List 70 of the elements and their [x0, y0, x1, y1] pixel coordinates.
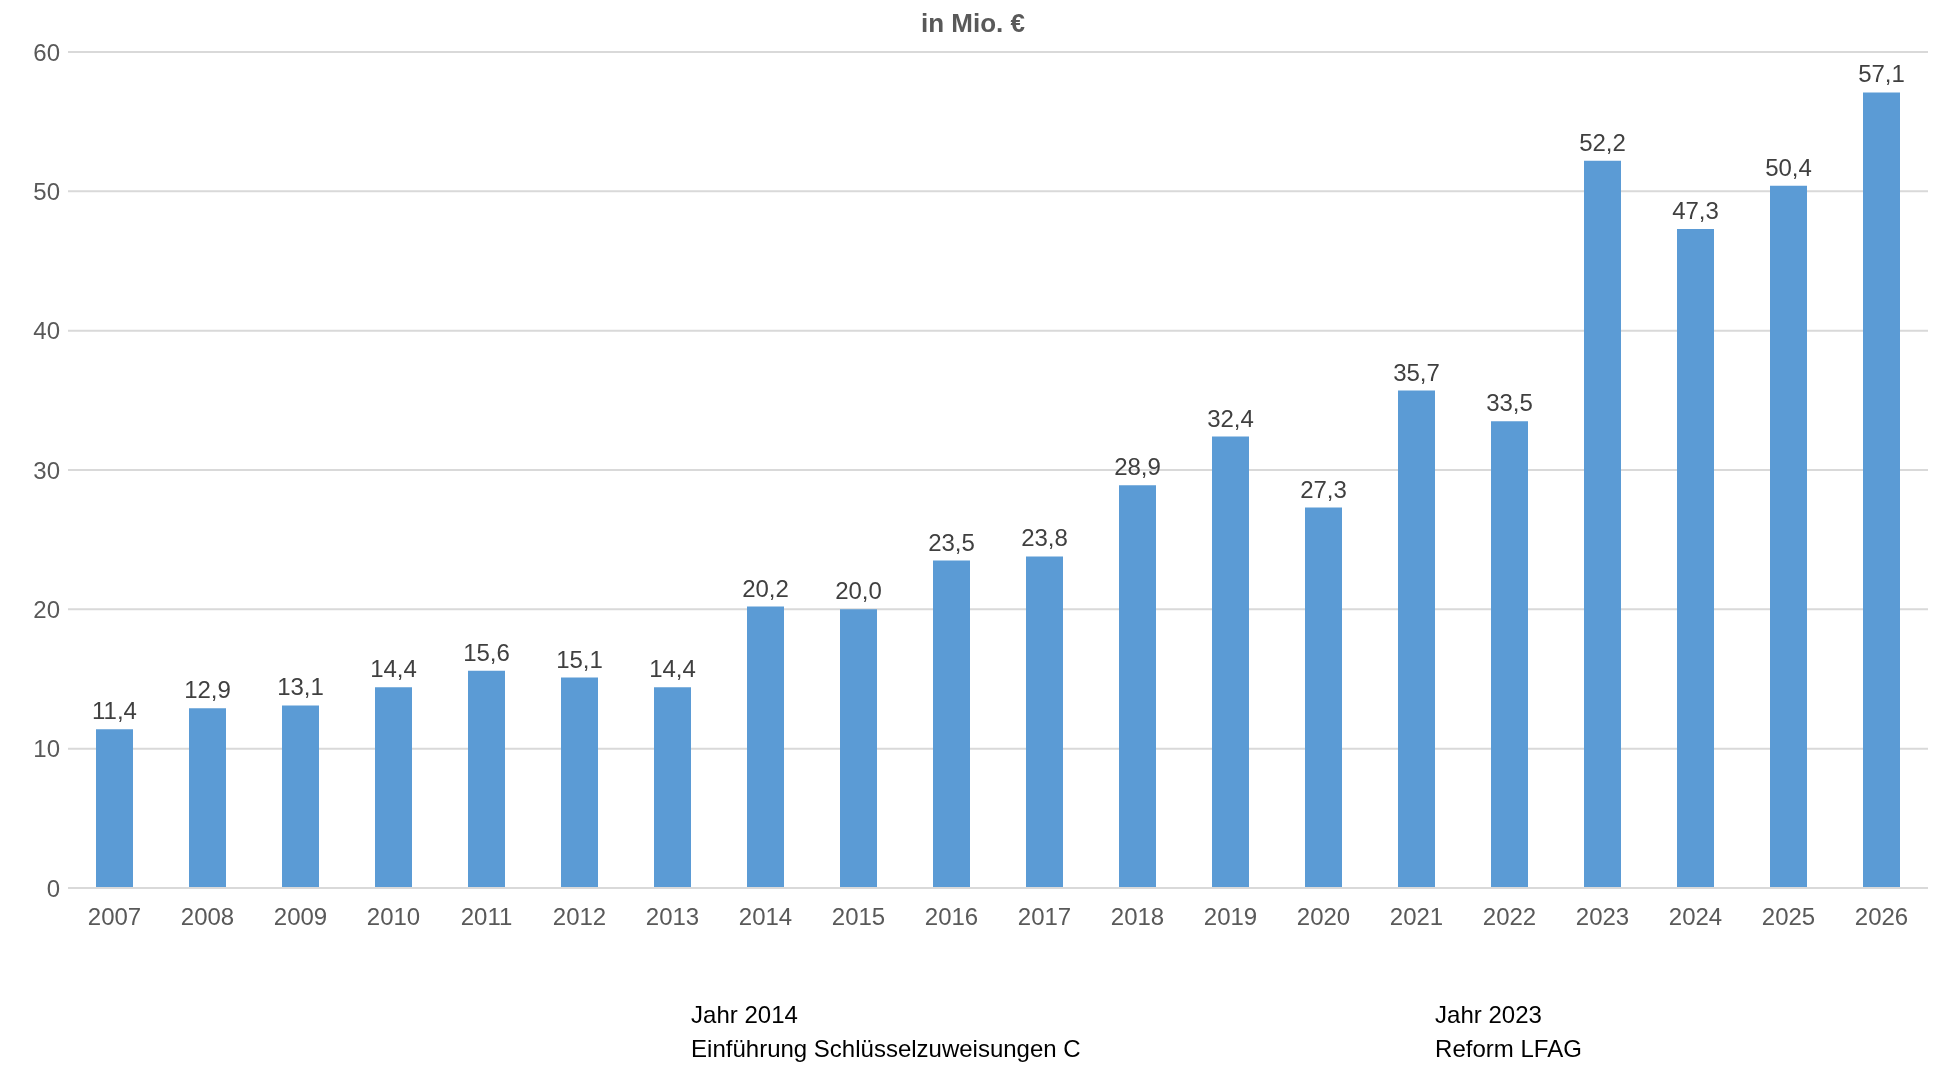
data-label: 23,8 — [1021, 524, 1068, 552]
data-label: 14,4 — [370, 655, 417, 683]
bar — [375, 687, 412, 888]
bar — [1584, 160, 1621, 888]
data-label: 33,5 — [1486, 389, 1533, 417]
data-label: 28,9 — [1114, 453, 1161, 481]
data-label: 20,0 — [835, 577, 882, 605]
x-tick-label: 2024 — [1668, 903, 1723, 931]
x-tick-label: 2022 — [1482, 903, 1537, 931]
y-tick-label: 50 — [33, 177, 60, 205]
bar — [1212, 436, 1249, 888]
x-tick-label: 2010 — [366, 903, 421, 931]
data-label: 13,1 — [277, 673, 324, 701]
y-tick-label: 60 — [33, 38, 60, 66]
data-label: 52,2 — [1579, 128, 1626, 156]
x-tick-label: 2019 — [1203, 903, 1258, 931]
data-label: 47,3 — [1672, 196, 1719, 224]
data-label: 50,4 — [1765, 153, 1812, 181]
bar — [282, 705, 319, 888]
chart-title: in Mio. € — [920, 8, 1026, 39]
data-label: 57,1 — [1858, 60, 1905, 88]
x-tick-label: 2014 — [738, 903, 793, 931]
bar — [468, 670, 505, 888]
bar — [1026, 556, 1063, 888]
text: Jahr 2014 Einführung Schlüsselzuweisungen C — [691, 1000, 1081, 1064]
bar — [933, 560, 970, 888]
y-tick-label: 20 — [33, 595, 60, 623]
bar — [840, 609, 877, 888]
data-label: 20,2 — [742, 574, 789, 602]
bar — [1119, 485, 1156, 888]
data-label: 12,9 — [184, 676, 231, 704]
text: Jahr 2023 Reform LFAG — [1435, 1000, 1582, 1064]
bar — [1863, 92, 1900, 888]
x-tick-label: 2016 — [924, 903, 979, 931]
bar — [747, 606, 784, 888]
bar — [1491, 421, 1528, 888]
x-tick-label: 2015 — [831, 903, 886, 931]
data-label: 11,4 — [92, 697, 137, 725]
data-label: 32,4 — [1207, 404, 1254, 432]
data-label: 27,3 — [1300, 475, 1347, 503]
x-tick-label: 2026 — [1854, 903, 1909, 931]
bar — [1770, 185, 1807, 888]
x-tick-label: 2020 — [1296, 903, 1351, 931]
data-label: 14,4 — [649, 655, 696, 683]
bar — [96, 729, 133, 888]
data-label: 35,7 — [1393, 358, 1440, 386]
x-tick-label: 2009 — [273, 903, 328, 931]
x-tick-label: 2008 — [180, 903, 235, 931]
bar — [1398, 390, 1435, 888]
y-tick-label: 10 — [33, 735, 60, 763]
x-tick-label: 2017 — [1017, 903, 1072, 931]
x-tick-label: 2011 — [460, 903, 513, 931]
data-label: 15,1 — [556, 645, 603, 673]
bar — [189, 708, 226, 888]
x-tick-label: 2018 — [1110, 903, 1165, 931]
x-tick-label: 2021 — [1389, 903, 1444, 931]
y-tick-label: 40 — [33, 317, 60, 345]
bar — [561, 677, 598, 888]
bar — [1305, 507, 1342, 888]
x-tick-label: 2007 — [87, 903, 142, 931]
y-tick-label: 0 — [46, 874, 60, 902]
bar — [1677, 228, 1714, 888]
bar — [654, 687, 691, 888]
data-label: 15,6 — [463, 638, 510, 666]
x-tick-label: 2012 — [552, 903, 607, 931]
x-tick-label: 2013 — [645, 903, 700, 931]
data-label: 23,5 — [928, 528, 975, 556]
x-tick-label: 2025 — [1761, 903, 1816, 931]
y-tick-label: 30 — [33, 456, 60, 484]
x-tick-label: 2023 — [1575, 903, 1630, 931]
